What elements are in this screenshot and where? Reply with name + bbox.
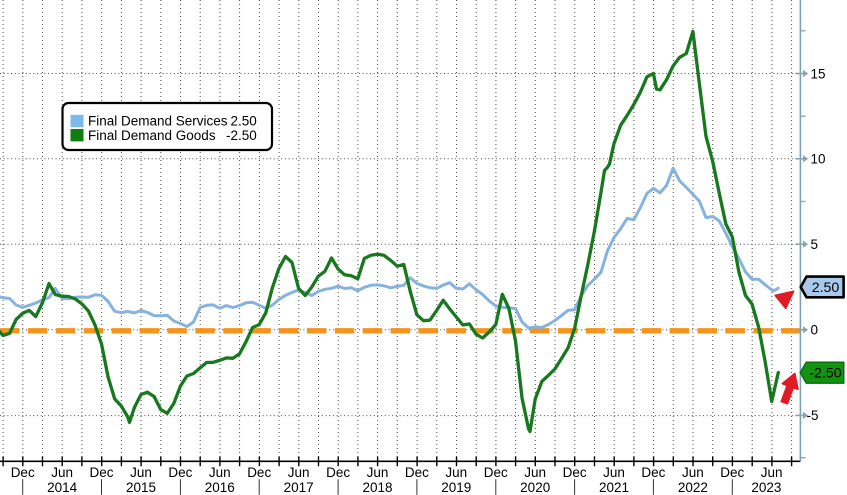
svg-text:Dec: Dec (168, 465, 192, 480)
svg-text:2014: 2014 (47, 480, 78, 495)
svg-text:2.50: 2.50 (812, 280, 840, 296)
svg-text:Jun: Jun (288, 465, 310, 480)
svg-text:2023: 2023 (751, 480, 781, 495)
svg-text:2018: 2018 (362, 480, 392, 495)
svg-text:Jun: Jun (524, 465, 546, 480)
svg-text:0: 0 (811, 323, 819, 338)
svg-text:Dec: Dec (11, 465, 35, 480)
svg-text:2020: 2020 (520, 480, 550, 495)
svg-text:Dec: Dec (89, 465, 113, 480)
svg-text:2015: 2015 (126, 480, 156, 495)
svg-text:-2.50: -2.50 (226, 128, 257, 143)
svg-text:2022: 2022 (678, 480, 708, 495)
svg-text:Dec: Dec (641, 465, 665, 480)
svg-text:Jun: Jun (51, 465, 73, 480)
svg-text:Jun: Jun (367, 465, 389, 480)
svg-text:Dec: Dec (326, 465, 350, 480)
svg-text:Dec: Dec (247, 465, 271, 480)
svg-text:Final Demand Services: Final Demand Services (88, 114, 228, 129)
svg-text:Dec: Dec (720, 465, 744, 480)
svg-text:Jun: Jun (603, 465, 625, 480)
svg-text:-2.50: -2.50 (809, 366, 841, 382)
svg-text:2016: 2016 (205, 480, 235, 495)
svg-text:2017: 2017 (284, 480, 314, 495)
svg-text:Dec: Dec (563, 465, 587, 480)
svg-text:5: 5 (811, 237, 819, 252)
svg-text:Jun: Jun (209, 465, 231, 480)
svg-text:Jun: Jun (682, 465, 704, 480)
svg-text:Final Demand Goods: Final Demand Goods (88, 128, 216, 143)
svg-text:2.50: 2.50 (231, 114, 257, 129)
svg-text:15: 15 (811, 66, 826, 81)
svg-text:Jun: Jun (445, 465, 467, 480)
svg-text:2019: 2019 (441, 480, 471, 495)
svg-text:2021: 2021 (599, 480, 629, 495)
svg-text:10: 10 (811, 152, 826, 167)
svg-text:Dec: Dec (484, 465, 508, 480)
svg-text:-5: -5 (807, 408, 819, 423)
svg-text:Jun: Jun (761, 465, 783, 480)
svg-text:Dec: Dec (405, 465, 429, 480)
svg-text:Jun: Jun (130, 465, 152, 480)
